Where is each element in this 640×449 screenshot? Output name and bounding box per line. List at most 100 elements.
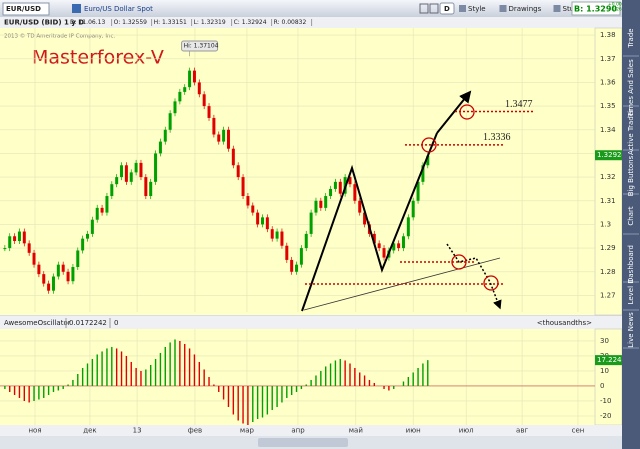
candle-body — [120, 165, 124, 178]
change-abs: +0.0034 — [608, 2, 628, 8]
drawings — [301, 90, 505, 312]
level-label: 1.3336 — [483, 132, 511, 143]
candle-body — [372, 233, 376, 244]
candle-body — [299, 248, 303, 265]
toolbar-buttons: DStyleDrawingsStudies — [419, 2, 589, 15]
candle-body — [392, 243, 396, 251]
candle-body — [324, 196, 328, 208]
y-tick-label: -20 — [600, 412, 611, 420]
candles: 1.32924 Hi: 1.37104 — [3, 40, 626, 294]
side-tab[interactable]: Level II — [627, 280, 635, 305]
candle-body — [13, 236, 17, 241]
candle-body — [338, 181, 342, 194]
side-tab[interactable]: Trade — [627, 28, 635, 48]
candle-body — [66, 271, 70, 282]
candle-body — [251, 205, 255, 213]
side-tab[interactable]: Dashboard — [627, 245, 635, 283]
description: Euro/US Dollar Spot — [84, 5, 153, 13]
candle-body — [37, 264, 41, 275]
candle-body — [154, 153, 158, 182]
candle-body — [256, 212, 260, 225]
candle-body — [241, 177, 245, 197]
scroll-thumb[interactable] — [258, 438, 348, 447]
candle-body — [168, 113, 172, 130]
button-icon — [499, 5, 507, 12]
candle-body — [333, 181, 337, 189]
candle-body — [426, 155, 430, 166]
candle-body — [110, 184, 114, 197]
candle-body — [358, 200, 362, 213]
candle-body — [115, 177, 119, 185]
x-tick-label: авг — [516, 427, 528, 435]
side-tab[interactable]: Live News — [627, 312, 635, 348]
candle-body — [207, 106, 211, 118]
y-tick-label: 0 — [600, 382, 604, 390]
last-value-box — [595, 355, 622, 366]
candle-body — [285, 245, 289, 260]
time-axis — [0, 425, 622, 436]
candle-body — [71, 267, 75, 282]
side-tab[interactable]: Active Trader — [627, 109, 635, 155]
candle-body — [280, 231, 284, 246]
x-tick-label: июн — [406, 427, 421, 435]
candle-body — [105, 196, 109, 213]
symbol-box[interactable] — [2, 2, 50, 16]
candle-body — [134, 162, 138, 173]
candle-body — [144, 177, 148, 197]
candle-body — [212, 117, 216, 135]
y-tick-label: 1.27 — [600, 291, 616, 299]
bid: B: 1.3290 — [574, 5, 617, 14]
candle-body — [183, 87, 187, 92]
x-tick-label: дек — [83, 427, 96, 435]
chart-title: Masterforex-V — [32, 47, 164, 69]
y-tick-label: 1.36 — [600, 78, 616, 86]
side-bar — [622, 0, 640, 449]
last-value: 17.2242 — [597, 356, 626, 364]
candle-body — [382, 248, 386, 258]
candle-body — [90, 219, 94, 234]
tool-icon[interactable] — [429, 3, 439, 14]
dotted-path — [446, 243, 502, 310]
candle-body — [32, 252, 36, 265]
x-tick-label: 13 — [133, 427, 142, 435]
y-tick-label: 1.28 — [600, 268, 616, 276]
candle-body — [411, 200, 415, 218]
candle-body — [139, 162, 143, 178]
candle-body — [353, 184, 357, 201]
level-label: 1.3477 — [505, 99, 533, 110]
button-icon — [459, 5, 466, 12]
side-tab[interactable]: Chart — [627, 206, 635, 225]
x-tick-label: май — [349, 427, 363, 435]
y-tick-label: 1.37 — [600, 55, 616, 63]
osc-panel — [0, 329, 595, 425]
quote: D: 11.06.13 O: 1.32559 H: 1.33151 L: 1.3231… — [70, 19, 313, 26]
side-tab[interactable]: Times And Sales — [627, 59, 635, 118]
candle-body — [100, 207, 104, 213]
candle-body — [27, 243, 31, 253]
tool-icon[interactable] — [419, 3, 429, 14]
side-tab[interactable]: Big Buttons — [627, 155, 635, 196]
symbol: EUR/USD — [6, 5, 41, 13]
candle-body — [129, 172, 133, 182]
last-price: 1.32924 — [597, 151, 626, 159]
candle-body — [401, 236, 405, 249]
osc-header — [0, 316, 622, 329]
candle-body — [304, 233, 308, 249]
candle-body — [275, 231, 279, 239]
circle — [451, 254, 467, 270]
candle-body — [188, 70, 192, 88]
candle-body — [61, 264, 65, 272]
x-tick-label: мар — [240, 427, 255, 435]
toolbar — [0, 0, 622, 17]
candle-body — [270, 229, 274, 239]
toolbar-button[interactable] — [439, 2, 455, 15]
candle-body — [329, 188, 333, 197]
candle-body — [226, 129, 230, 149]
levels: 1.3477 1.3336 — [405, 99, 535, 146]
candle-body — [42, 274, 46, 284]
candle-body — [246, 196, 250, 206]
candle-body — [202, 94, 206, 107]
